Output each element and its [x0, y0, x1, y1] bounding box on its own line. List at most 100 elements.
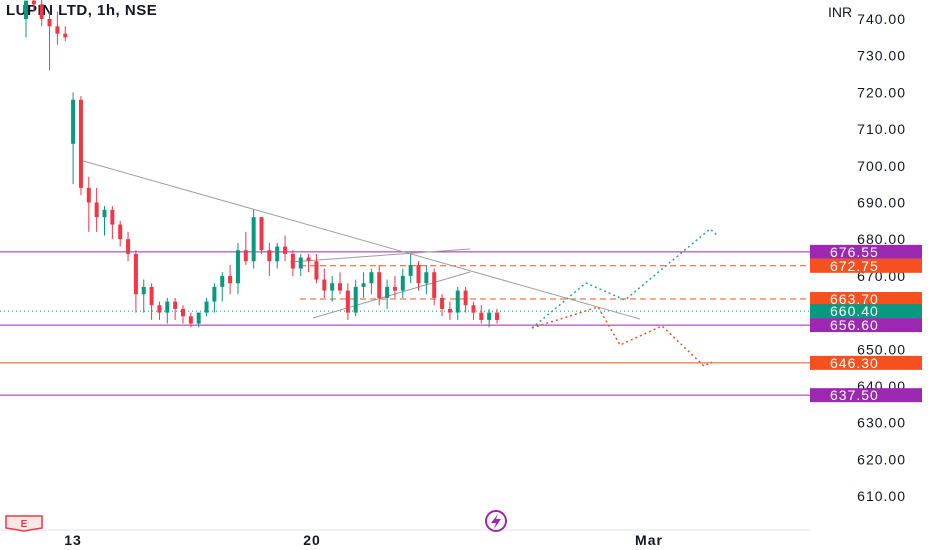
candle [251, 209, 256, 269]
candle [47, 11, 52, 71]
price-badge: 646.30 [810, 355, 922, 371]
price-tick-label: 710.00 [857, 121, 906, 137]
candle-body [251, 217, 256, 262]
candle [290, 250, 295, 276]
lightning-icon[interactable] [485, 510, 507, 532]
candle-body [220, 275, 225, 287]
candle-body [369, 272, 374, 284]
candle-body [345, 290, 350, 313]
candle [408, 253, 413, 284]
candle-body [196, 312, 201, 324]
candle-body [377, 272, 382, 298]
candle [322, 268, 327, 298]
descending-trendline[interactable] [79, 159, 641, 320]
candle-body [55, 26, 60, 34]
price-tick-label: 730.00 [857, 48, 906, 64]
time-tick-label: 20 [303, 532, 321, 548]
candle-body [424, 272, 429, 284]
time-tick-label: Mar [635, 532, 663, 548]
candle [471, 301, 476, 320]
candle [369, 268, 374, 295]
candle-body [110, 209, 115, 225]
candle [377, 264, 382, 306]
price-badge-label: 646.30 [830, 355, 879, 371]
candle [298, 253, 303, 276]
price-badge: 672.75 [810, 258, 922, 274]
candle-body [71, 99, 76, 144]
candle [345, 283, 350, 320]
price-tick-label: 650.00 [857, 341, 906, 357]
candle [235, 242, 240, 295]
candle [463, 286, 468, 313]
price-badge-bg [810, 318, 922, 333]
candle-body [322, 279, 327, 291]
candle [243, 231, 248, 265]
candle-body [330, 283, 335, 291]
price-badge-bg [810, 258, 922, 273]
candle-body [212, 286, 217, 302]
candle-body [102, 209, 107, 218]
candle [228, 264, 233, 295]
candle [283, 235, 288, 262]
price-badge: 663.70 [810, 291, 922, 307]
price-tick-label: 740.00 [857, 11, 906, 27]
price-badge-label: 656.60 [830, 317, 879, 333]
price-tick-label: 700.00 [857, 158, 906, 174]
candle-body [188, 316, 193, 324]
candle [267, 242, 272, 276]
candle [447, 301, 452, 320]
candle [173, 297, 178, 320]
earnings-marker[interactable]: E [5, 515, 43, 532]
triangle-lower-line[interactable] [312, 271, 471, 319]
candle [330, 275, 335, 302]
candle [165, 297, 170, 324]
candle-body [141, 286, 146, 295]
candle-body [94, 202, 99, 218]
candle [71, 92, 76, 185]
candle-body [78, 99, 83, 188]
candle-body [283, 246, 288, 254]
candle-body [267, 250, 272, 262]
price-tick-label: 720.00 [857, 84, 906, 100]
candle-body [290, 253, 295, 269]
candle [24, 0, 28, 38]
candle-body [479, 312, 484, 320]
candles [24, 0, 499, 328]
candle-body [235, 250, 240, 284]
time-axis[interactable]: 13 20 Mar [64, 532, 663, 548]
candle-body [392, 286, 397, 291]
candle-body [440, 297, 445, 309]
candle-body [149, 286, 154, 306]
price-badge-bg [810, 355, 922, 370]
candle [432, 268, 437, 306]
candle [353, 279, 358, 317]
candle-body [173, 301, 178, 309]
candle-body [24, 0, 28, 20]
candle-body [306, 257, 311, 262]
price-badge-label: 676.55 [830, 244, 879, 260]
candle [157, 301, 162, 320]
earnings-icon[interactable] [5, 515, 43, 532]
candle-body [133, 253, 138, 295]
price-tick-label: 690.00 [857, 195, 906, 211]
candle [495, 308, 499, 324]
candle [314, 253, 319, 284]
candle-body [157, 305, 162, 313]
candle-body [165, 301, 170, 313]
candle-body [314, 261, 319, 280]
candle [392, 275, 397, 298]
candle [400, 268, 405, 298]
bullish-projection-path[interactable] [531, 228, 719, 329]
candle [479, 305, 484, 324]
candle [204, 297, 209, 317]
bearish-projection-path[interactable] [531, 306, 713, 367]
triangle-upper-line[interactable] [289, 248, 471, 263]
candle-body [63, 33, 68, 38]
chart-drawings[interactable] [79, 159, 719, 367]
price-badge-label: 663.70 [830, 291, 879, 307]
candle [31, 0, 36, 12]
candle [212, 283, 217, 313]
candle [94, 187, 99, 232]
candle [110, 206, 115, 240]
